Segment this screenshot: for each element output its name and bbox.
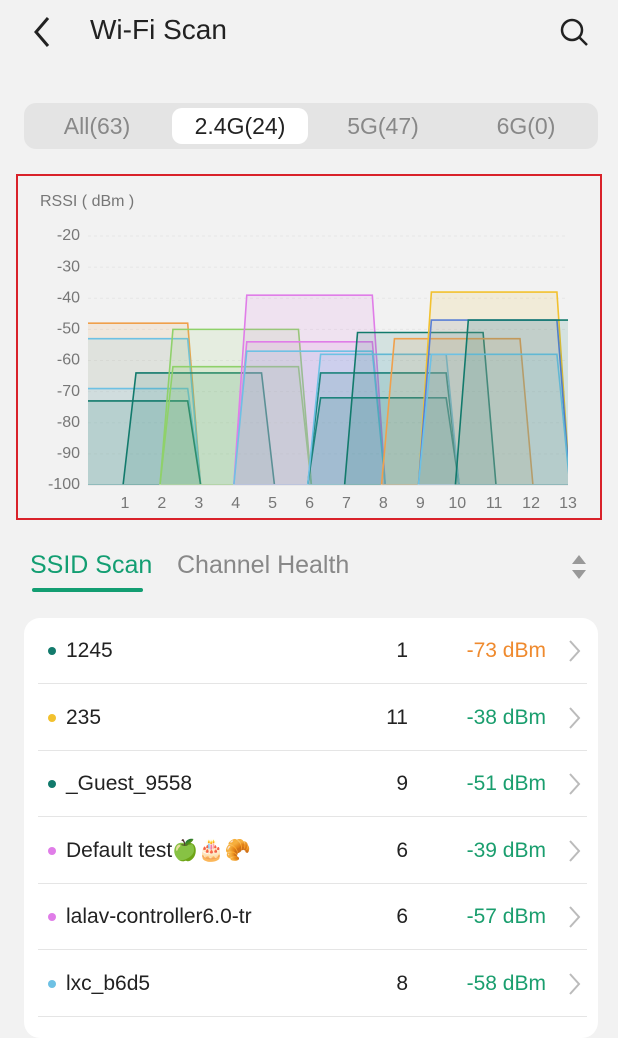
chevron-line [569,972,581,995]
ssid: _Guest_9558 [66,772,193,795]
x-tick-label: 10 [448,495,466,512]
search-button[interactable] [556,14,592,50]
subtab[interactable]: Channel Health [177,551,350,579]
band-tab[interactable]: 6G(0) [496,113,556,139]
network-curve [88,322,202,485]
chevron [569,906,581,928]
y-tick-label: -40 [57,289,80,306]
status-dot [48,846,56,855]
separator [38,949,587,950]
chart-frame: RSSI ( dBm ) -20 -30 -40 -50 -60 -70 -80 -90 -100… [16,174,602,520]
signal: -51 dBm [466,772,546,795]
channel: 8 [396,971,408,995]
chevron-line [569,706,581,729]
ssid-row[interactable]: lalav-controller6.0-tr 6 -57 dBm [38,884,587,950]
chevron-line [569,640,581,662]
subtab-indicator [32,588,143,592]
network-curve [417,291,568,485]
separator [38,749,587,751]
channel: 9 [396,772,408,795]
ssid: lalav-controller6.0-tr [66,905,252,928]
y-tick-label: -60 [57,352,80,369]
networks [88,291,568,485]
signal: -57 dBm [466,905,546,928]
network-curve [159,365,313,485]
signal: -73 dBm [466,639,546,662]
network-curve [88,400,202,485]
separator [38,816,587,817]
separator [38,683,587,684]
y-tick-label: -100 [48,476,80,493]
y-tick-label: -80 [57,414,80,431]
ssid-row[interactable]: lxc_b6d5 8 -58 dBm [38,951,587,1017]
title: Wi-Fi Scan [90,14,227,45]
chevron [569,839,581,862]
ssid: 1245 [66,639,113,662]
x-tick-label: 8 [379,495,388,512]
x-tick-label: 12 [522,495,540,512]
x-tick-label: 13 [559,495,577,512]
status-dot [48,780,56,788]
x-tick-label: 7 [342,495,351,512]
ssid-row[interactable]: 235 11 -38 dBm [38,685,587,751]
ssid-row[interactable]: Default test🍏🎂🥐 6 -39 dBm [38,818,587,884]
x-tick-label: 9 [416,495,425,512]
separator [38,1015,587,1017]
status-dot [48,979,56,988]
y-axis-label: RSSI ( dBm ) [40,193,134,210]
x-tick-label: 3 [194,495,203,512]
signal: -39 dBm [466,838,546,862]
y-tick-label: -20 [57,227,80,244]
subtab[interactable]: SSID Scan [30,551,153,579]
y-tick-label: -30 [57,258,80,275]
sort-button[interactable] [568,553,590,581]
network-curve [159,328,313,485]
band-tab[interactable]: All(63) [63,113,131,139]
channel: 1 [396,639,408,662]
network-curve [88,387,202,485]
network-curve [380,337,534,485]
x-tick-label: 6 [305,495,314,512]
channel: 6 [396,905,408,928]
x-tick-label: 1 [120,495,129,512]
network-curve [417,353,568,485]
status-dot [48,713,56,722]
x-tick-label: 5 [268,495,277,512]
band-tab[interactable]: 5G(47) [347,113,419,139]
channel: 11 [386,705,408,729]
y-tick-label: -70 [57,383,80,400]
back-button[interactable] [28,12,58,52]
y-tick-label: -90 [57,445,80,462]
ssid-list: 1245 1 -73 dBm 235 11 -38 dBm _Guest_9558 9 -51 … [24,618,598,1038]
ssid: Default test🍏🎂🥐 [66,838,251,862]
network-curve [454,319,568,485]
band-tab[interactable]: 2.4G(24) [172,108,308,144]
chevron-line [569,906,581,928]
x-tick-label: 2 [157,495,166,512]
band-tabs: All(63) 2.4G(24) 5G(47) 6G(0) [24,103,598,149]
channel: 6 [396,838,408,862]
chevron-line [569,839,581,862]
signal: -38 dBm [466,705,546,729]
x-tick-label: 11 [486,495,503,512]
ssid-row[interactable]: _Guest_9558 9 -51 dBm [38,751,587,817]
status-dot [48,913,56,921]
ssid: lxc_b6d5 [66,971,151,995]
separator [38,882,587,884]
signal: -58 dBm [466,971,546,995]
ssid-row[interactable]: 1245 1 -73 dBm [38,618,587,684]
ssid: 235 [66,705,102,729]
chevron [569,640,581,662]
chevron [569,972,581,995]
chevron-line [569,773,581,795]
chevron [569,773,581,795]
status-dot [48,647,56,655]
x-tick-label: 4 [231,495,240,512]
y-tick-label: -50 [57,321,80,338]
rssi-chart: RSSI ( dBm ) -20 -30 -40 -50 -60 -70 -80 -90 -100… [40,193,577,512]
chevron [569,706,581,729]
